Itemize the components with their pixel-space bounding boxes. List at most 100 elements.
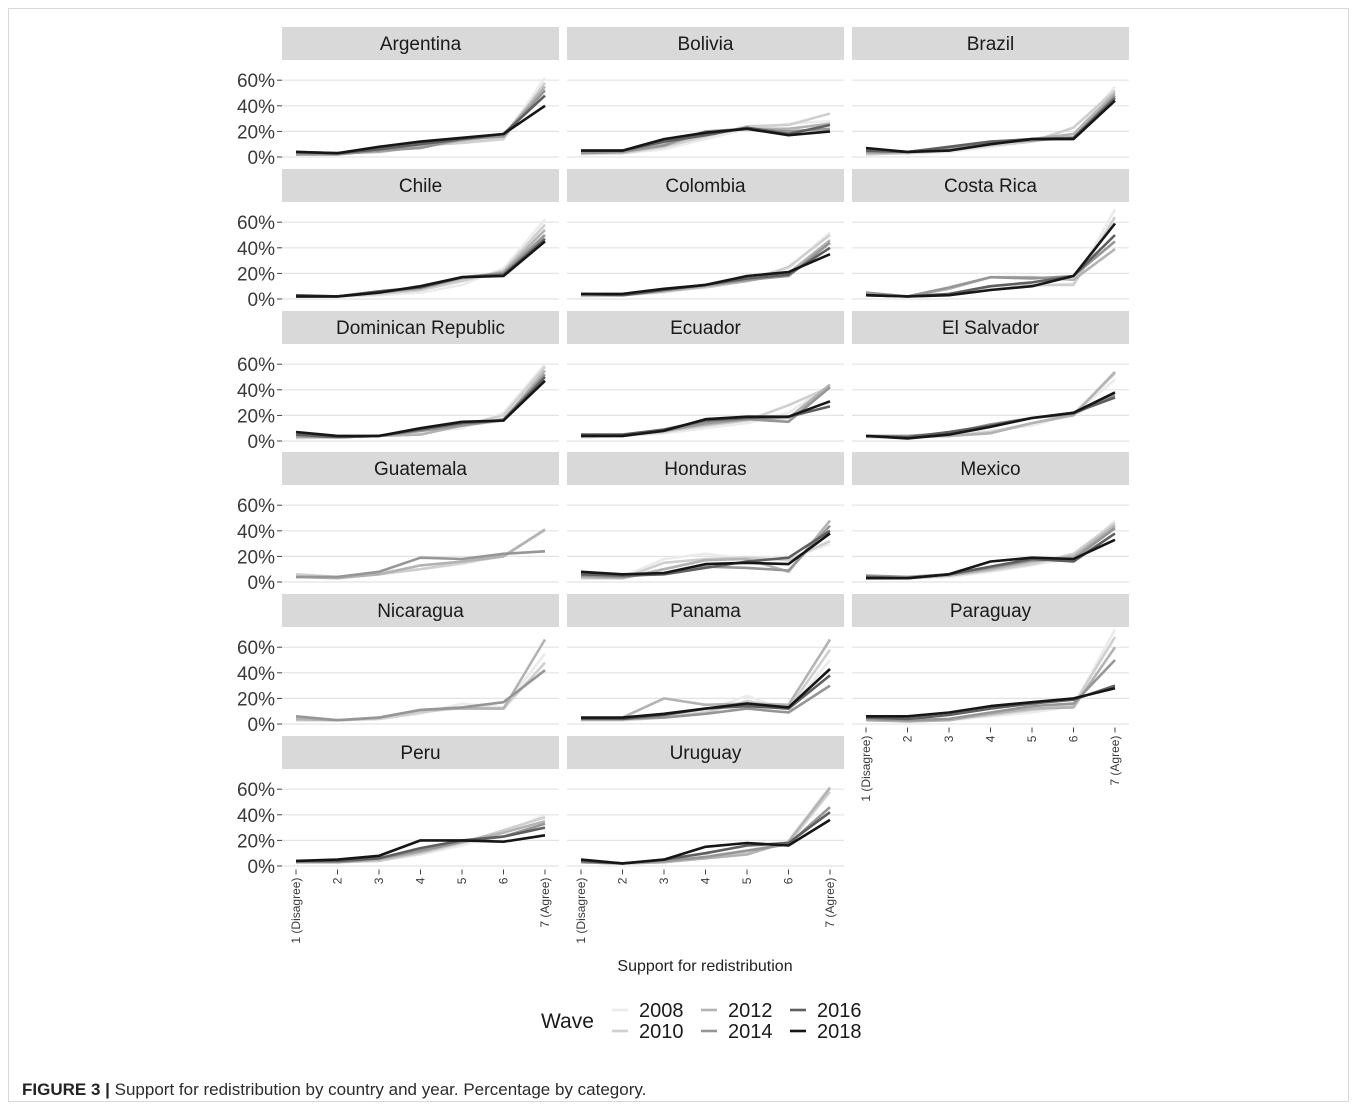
- x-tick-label: 2: [901, 735, 915, 742]
- legend-item-2012: 2012: [701, 1000, 773, 1022]
- x-tick-label: 6: [782, 877, 796, 884]
- panel-strip: [567, 736, 844, 769]
- legend-item-2014: 2014: [701, 1021, 773, 1043]
- panel-title: Peru: [400, 743, 440, 764]
- y-tick-label: 20%: [237, 406, 275, 427]
- caption-text: Support for redistribution by country an…: [114, 1080, 647, 1099]
- x-tick-label: 5: [740, 877, 754, 884]
- series-line-2018: [295, 834, 546, 863]
- y-tick-label: 40%: [237, 664, 275, 685]
- panel-title: Uruguay: [670, 743, 742, 764]
- panel-title: Panama: [670, 601, 741, 622]
- panel-title: Costa Rica: [944, 176, 1037, 197]
- y-tick-label: 20%: [237, 831, 275, 852]
- legend-item-2010: 2010: [612, 1021, 684, 1043]
- series-line-2018: [295, 104, 546, 155]
- panel-colombia: Colombia: [567, 169, 844, 300]
- legend-label: 2014: [728, 1021, 773, 1043]
- series-line-2010: [580, 386, 831, 439]
- legend-title: Wave: [541, 1010, 594, 1033]
- series-line-2008: [296, 813, 546, 864]
- series-line-2018: [296, 240, 546, 298]
- figure-caption: FIGURE 3 | Support for redistribution by…: [22, 1080, 646, 1100]
- panel-strip: [567, 311, 844, 344]
- y-tick-label: 60%: [237, 496, 275, 517]
- series-line-2012: [580, 519, 832, 580]
- panel-bolivia: Bolivia: [567, 27, 844, 158]
- panel-strip: [567, 169, 844, 202]
- panel-strip: [567, 452, 844, 485]
- series-line-2014: [296, 550, 546, 579]
- panel-title: Bolivia: [678, 34, 734, 55]
- x-tick-label: 2: [616, 877, 630, 884]
- panel-strip: [567, 27, 844, 60]
- y-tick-label: 60%: [237, 213, 275, 234]
- panel-ecuador: Ecuador: [567, 311, 844, 442]
- y-tick-label: 0%: [248, 290, 276, 311]
- series-line-2010: [865, 216, 1117, 298]
- y-tick-label: 40%: [237, 239, 275, 260]
- x-axis-title: Support for redistribution: [617, 958, 792, 975]
- series-line-2018: [580, 818, 831, 865]
- x-tick-label: 5: [455, 877, 469, 884]
- panel-panama: Panama: [567, 594, 844, 725]
- x-tick-label: 7 (Agree): [1108, 736, 1122, 786]
- panel-strip: [852, 594, 1129, 627]
- panel-strip: [567, 594, 844, 627]
- panel-costa-rica: Costa Rica: [852, 169, 1129, 300]
- x-tick-label: 3: [372, 877, 386, 884]
- figure-frame: [8, 8, 1349, 1102]
- series-line-2018: [865, 391, 1116, 440]
- series-line-2012: [295, 638, 547, 722]
- series-line-2018: [866, 686, 1116, 718]
- y-tick-label: 0%: [248, 857, 276, 878]
- panel-title: Chile: [399, 176, 442, 197]
- legend-label: 2008: [639, 1000, 684, 1022]
- panel-mexico: Mexico: [852, 452, 1129, 583]
- y-tick-label: 0%: [248, 573, 276, 594]
- panel-peru: Peru 0% 20% 40% 60% 1 (Disagree) 2 3 4 5 6 7 (Agree…: [237, 736, 559, 944]
- x-tick-label: 4: [699, 877, 713, 884]
- panel-title: Nicaragua: [377, 601, 464, 622]
- panel-title: Paraguay: [950, 601, 1032, 622]
- x-tick-label: 6: [1067, 735, 1081, 742]
- x-tick-label: 4: [414, 877, 428, 884]
- panel-strip: [852, 169, 1129, 202]
- panel-strip: [852, 452, 1129, 485]
- legend-label: 2010: [639, 1021, 684, 1043]
- panel-title: Dominican Republic: [336, 318, 505, 339]
- y-tick-label: 0%: [248, 715, 276, 736]
- x-tick-label: 3: [942, 735, 956, 742]
- y-tick-label: 20%: [237, 264, 275, 285]
- x-tick-label: 5: [1025, 735, 1039, 742]
- y-tick-label: 0%: [248, 148, 276, 169]
- series-line-2018: [865, 99, 1116, 154]
- caption-label: FIGURE 3 |: [22, 1080, 110, 1099]
- legend-label: 2016: [817, 1000, 862, 1022]
- panel-guatemala: Guatemala 0% 20% 40% 60%: [237, 452, 559, 594]
- panel-strip: [282, 736, 559, 769]
- x-tick-label: 1 (Disagree): [289, 878, 303, 944]
- x-tick-label: 2: [331, 877, 345, 884]
- panel-strip: [282, 169, 559, 202]
- legend-label: 2018: [817, 1021, 862, 1043]
- panel-title: Brazil: [967, 34, 1015, 55]
- legend-item-2018: 2018: [790, 1021, 862, 1043]
- panel-dominican-republic: Dominican Republic 0% 20% 40% 60%: [237, 311, 559, 453]
- y-tick-label: 40%: [237, 806, 275, 827]
- panel-paraguay: Paraguay 1 (Disagree) 2 3 4 5 6 7 (Agree): [852, 594, 1129, 802]
- panel-strip: [852, 27, 1129, 60]
- x-tick-label: 3: [657, 877, 671, 884]
- series-line-2010: [296, 661, 546, 722]
- series-line-2018: [581, 668, 831, 719]
- y-tick-label: 20%: [237, 122, 275, 143]
- legend-item-2008: 2008: [612, 1000, 684, 1022]
- panel-title: Honduras: [664, 459, 746, 480]
- panel-uruguay: Uruguay 1 (Disagree) 2 3 4 5 6 7 (Agree): [567, 736, 844, 944]
- panel-title: Argentina: [380, 34, 462, 55]
- panel-strip: [282, 311, 559, 344]
- y-tick-label: 20%: [237, 547, 275, 568]
- series-line-2014: [580, 524, 831, 579]
